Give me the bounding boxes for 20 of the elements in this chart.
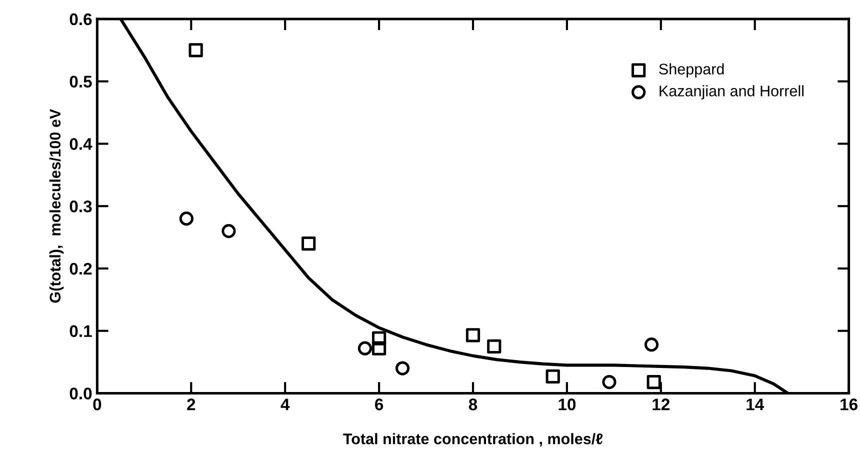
y-tick-label: 0.3: [70, 200, 92, 212]
x-tick-label: 10: [558, 398, 576, 410]
x-tick-label: 0: [93, 398, 102, 410]
x-tick-label: 16: [840, 398, 858, 410]
x-axis-title: Total nitrate concentration , moles/ℓ: [343, 433, 603, 447]
legend-label: Sheppard: [659, 63, 724, 78]
y-tick-label: 0.0: [70, 388, 92, 400]
x-tick-label: 8: [468, 398, 478, 410]
y-tick-label: 0.1: [70, 325, 92, 338]
x-tick-label: 2: [187, 398, 196, 410]
x-tick-label: 6: [375, 398, 384, 410]
legend-label: Kazanjian and Horrell: [660, 85, 804, 100]
x-tick-label: 4: [280, 398, 290, 410]
x-tick-label: 14: [746, 398, 764, 410]
x-tick-label: 12: [652, 398, 670, 410]
y-tick-label: 0.2: [70, 262, 92, 275]
y-axis-title: G(total), molecules/100 eV: [49, 108, 64, 303]
y-tick-label: 0.4: [70, 138, 92, 150]
y-tick-label: 0.5: [70, 76, 92, 88]
y-tick-label: 0.6: [70, 13, 92, 26]
